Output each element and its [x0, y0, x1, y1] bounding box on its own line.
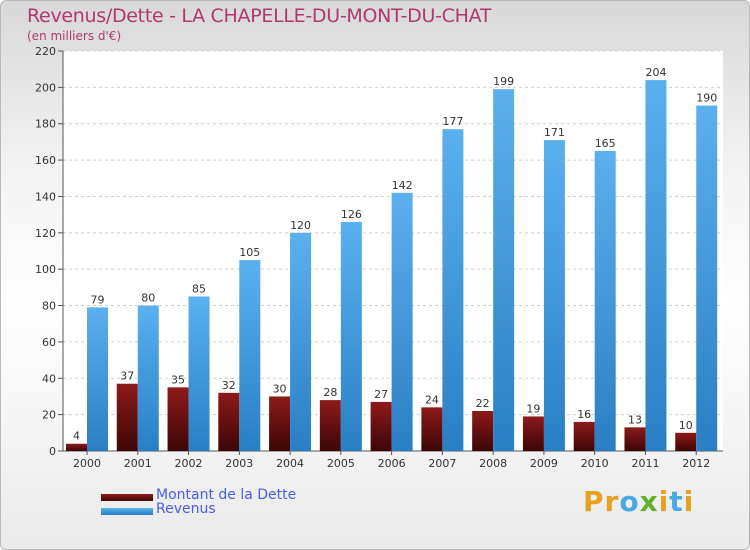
y-tick-label: 0	[49, 445, 56, 458]
proxiti-logo: Proxiti	[583, 485, 694, 518]
data-label: 10	[679, 419, 693, 432]
data-label: 120	[290, 219, 311, 232]
x-tick-label: 2010	[581, 457, 609, 470]
data-label: 37	[120, 370, 134, 383]
legend-label-revenus: Revenus	[156, 501, 216, 517]
y-tick-label: 80	[42, 300, 56, 313]
logo-letter: o	[619, 485, 640, 518]
bar-dette	[573, 421, 595, 451]
data-label: 32	[222, 379, 236, 392]
bar-revenus	[442, 129, 464, 451]
y-tick-label: 160	[35, 154, 56, 167]
data-label: 80	[141, 292, 155, 305]
data-label: 171	[544, 126, 565, 139]
logo-letter: r	[604, 485, 620, 518]
x-tick-label: 2003	[225, 457, 253, 470]
x-tick-label: 2011	[631, 457, 659, 470]
legend-swatch-revenus	[101, 508, 153, 515]
data-label: 177	[442, 115, 463, 128]
logo-letter: i	[658, 485, 670, 518]
bar-revenus	[594, 151, 616, 451]
bar-revenus	[696, 105, 718, 451]
x-tick-label: 2006	[378, 457, 406, 470]
legend-swatch-dette	[101, 494, 153, 501]
bar-dette	[167, 387, 189, 451]
y-tick-label: 40	[42, 372, 56, 385]
data-label: 85	[192, 282, 206, 295]
bar-revenus	[493, 89, 515, 451]
y-tick-label: 140	[35, 190, 56, 203]
data-label: 105	[239, 246, 260, 259]
chart-title: Revenus/Dette - LA CHAPELLE-DU-MONT-DU-C…	[27, 5, 492, 27]
bar-dette	[319, 400, 341, 451]
data-label: 24	[425, 393, 439, 406]
data-label: 190	[696, 92, 717, 105]
bar-revenus	[239, 260, 261, 451]
logo-letter: t	[669, 485, 684, 518]
logo-letter: i	[683, 485, 695, 518]
x-tick-label: 2009	[530, 457, 558, 470]
y-tick-label: 200	[35, 81, 56, 94]
chart-subtitle: (en milliers d'€)	[27, 29, 122, 43]
x-tick-label: 2008	[479, 457, 507, 470]
data-label: 4	[73, 430, 80, 443]
bar-revenus	[543, 140, 565, 451]
bar-revenus	[645, 80, 667, 451]
data-label: 199	[493, 75, 514, 88]
legend-label-dette: Montant de la Dette	[156, 487, 297, 503]
bar-revenus	[391, 192, 413, 451]
bar-revenus	[87, 307, 108, 451]
bar-dette	[624, 427, 646, 451]
data-label: 79	[91, 293, 105, 306]
bar-dette	[522, 416, 544, 451]
y-tick-label: 20	[42, 409, 56, 422]
y-tick-label: 180	[35, 118, 56, 131]
data-label: 204	[645, 66, 666, 79]
x-tick-label: 2002	[175, 457, 203, 470]
data-label: 19	[526, 402, 540, 415]
bar-dette	[66, 443, 87, 451]
y-tick-label: 220	[35, 45, 56, 58]
x-tick-label: 2001	[124, 457, 152, 470]
data-label: 22	[476, 397, 490, 410]
bar-dette	[269, 396, 291, 451]
bar-revenus	[137, 305, 159, 451]
x-tick-label: 2012	[682, 457, 710, 470]
data-label: 142	[392, 179, 413, 192]
data-label: 27	[374, 388, 388, 401]
data-label: 13	[628, 413, 642, 426]
x-tick-label: 2000	[73, 457, 101, 470]
logo-letter: P	[583, 485, 605, 518]
x-tick-label: 2004	[276, 457, 304, 470]
data-label: 35	[171, 373, 185, 386]
y-tick-label: 100	[35, 263, 56, 276]
bar-dette	[472, 411, 494, 451]
bar-revenus	[188, 296, 210, 451]
logo-letter: x	[639, 485, 659, 518]
x-tick-label: 2007	[428, 457, 456, 470]
data-label: 165	[595, 137, 616, 150]
bar-revenus	[340, 221, 362, 451]
bar-dette	[218, 392, 240, 451]
y-tick-label: 120	[35, 227, 56, 240]
bar-dette	[370, 401, 392, 451]
bar-revenus	[290, 232, 312, 451]
data-label: 126	[341, 208, 362, 221]
x-tick-label: 2005	[327, 457, 355, 470]
bar-dette	[675, 432, 697, 451]
y-tick-label: 60	[42, 336, 56, 349]
data-label: 28	[323, 386, 337, 399]
bar-dette	[421, 407, 443, 451]
data-label: 16	[577, 408, 591, 421]
bar-dette	[116, 383, 138, 451]
data-label: 30	[273, 382, 287, 395]
